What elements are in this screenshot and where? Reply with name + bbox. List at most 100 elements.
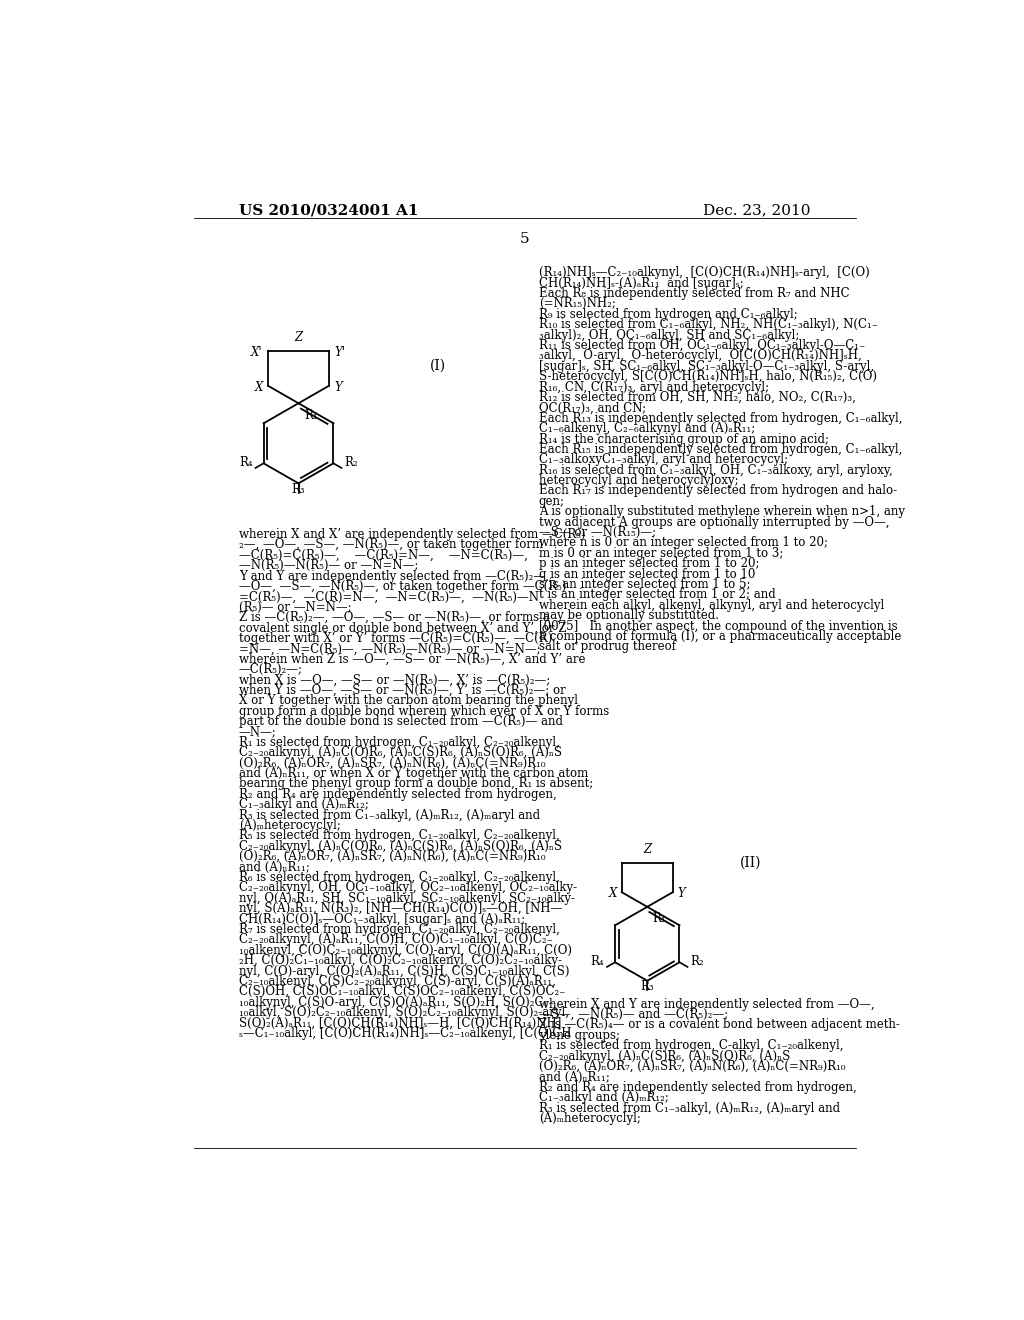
Text: —C(R₅)₂—;: —C(R₅)₂—; (239, 663, 303, 676)
Text: R₉ is selected from hydrogen and C₁₋₆alkyl;: R₉ is selected from hydrogen and C₁₋₆alk… (539, 308, 798, 321)
Text: ₁₀alkynyl, C(S)O-aryl, C(S)O(A)ₐR₁₁, S(O)₂H, S(O)₂C₁₋: ₁₀alkynyl, C(S)O-aryl, C(S)O(A)ₐR₁₁, S(O… (239, 995, 554, 1008)
Text: (II): (II) (740, 855, 762, 870)
Text: and (A)ₙR₁₁, or when X or Y together with the carbon atom: and (A)ₙR₁₁, or when X or Y together wit… (239, 767, 588, 780)
Text: C₁₋₃alkoxyC₁₋₃alkyl, aryl and heterocycyl;: C₁₋₃alkoxyC₁₋₃alkyl, aryl and heterocycy… (539, 453, 787, 466)
Text: together with X’ or Y’ forms —C(R₅)=C(R₅)—, —C(R): together with X’ or Y’ forms —C(R₅)=C(R₅… (239, 632, 552, 645)
Text: —C(R₅)=C(R₅)—,    —C(R₅)=N—,    —N=C(R₅)—,: —C(R₅)=C(R₅)—, —C(R₅)=N—, —N=C(R₅)—, (239, 549, 527, 562)
Text: X': X' (251, 346, 263, 359)
Text: CH(R₁₄)C(O)]ₛ—OC₁₋₃alkyl, [sugar]ₛ and (A)ₐR₁₁;: CH(R₁₄)C(O)]ₛ—OC₁₋₃alkyl, [sugar]ₛ and (… (239, 912, 525, 925)
Text: Dec. 23, 2010: Dec. 23, 2010 (703, 203, 811, 216)
Text: —S—, —N(R₅)— and —C(R₅)₂—;: —S—, —N(R₅)— and —C(R₅)₂—; (539, 1008, 728, 1022)
Text: R₁: R₁ (305, 409, 318, 422)
Text: R₃: R₃ (640, 979, 654, 993)
Text: (O)₂R₆, (A)ₙOR₇, (A)ₙSR₇, (A)ₙN(R₆), (A)ₙC(=NR₉)R₁₀: (O)₂R₆, (A)ₙOR₇, (A)ₙSR₇, (A)ₙN(R₆), (A)… (239, 756, 546, 770)
Text: two adjacent A groups are optionally interrupted by —O—,: two adjacent A groups are optionally int… (539, 516, 889, 529)
Text: nyl, C(O)-aryl, C(O)₂(A)ₐR₁₁, C(S)H, C(S)C₁₋₁₀alkyl, C(S): nyl, C(O)-aryl, C(O)₂(A)ₐR₁₁, C(S)H, C(S… (239, 965, 569, 978)
Text: q is an integer selected from 1 to 10: q is an integer selected from 1 to 10 (539, 568, 755, 581)
Text: part of the double bond is selected from —C(R₅)— and: part of the double bond is selected from… (239, 715, 563, 729)
Text: OC(R₁₇)₃, and CN;: OC(R₁₇)₃, and CN; (539, 401, 646, 414)
Text: =N—, —N=C(R₅)—, —N(R₅)—N(R₅)— or —N=N—;: =N—, —N=C(R₅)—, —N(R₅)—N(R₅)— or —N=N—; (239, 643, 541, 655)
Text: nyl, S(A)ₐR₁₁, N(R₃)₂, [NH—CH(R₁₄)C(O)]ₛ—OH, [NH—: nyl, S(A)ₐR₁₁, N(R₃)₂, [NH—CH(R₁₄)C(O)]ₛ… (239, 903, 562, 915)
Text: R₃ is selected from C₁₋₃alkyl, (A)ₘR₁₂, (A)ₘaryl and: R₃ is selected from C₁₋₃alkyl, (A)ₘR₁₂, … (239, 809, 540, 821)
Text: X or Y together with the carbon atom bearing the phenyl: X or Y together with the carbon atom bea… (239, 694, 578, 708)
Text: ₁₀alkenyl, C(O)C₂₋₁₀alkynyl, C(O)-aryl, C(O)(A)ₐR₁₁, C(O): ₁₀alkenyl, C(O)C₂₋₁₀alkynyl, C(O)-aryl, … (239, 944, 571, 957)
Text: (R₅)— or —N=N—;: (R₅)— or —N=N—; (239, 601, 351, 614)
Text: when Y is —O—, —S— or —N(R₅)—, Y’ is —C(R₅)₂—; or: when Y is —O—, —S— or —N(R₅)—, Y’ is —C(… (239, 684, 565, 697)
Text: salt or prodrug thereof: salt or prodrug thereof (539, 640, 676, 653)
Text: bearing the phenyl group form a double bond, R₁ is absent;: bearing the phenyl group form a double b… (239, 777, 593, 791)
Text: Y': Y' (334, 346, 345, 359)
Text: (A)ₘheterocyclyl;: (A)ₘheterocyclyl; (239, 818, 341, 832)
Text: S-heterocyclyl, S[C(O)CH(R₁₄)NH]ₛH, halo, N(R₁₅)₂, C(O): S-heterocyclyl, S[C(O)CH(R₁₄)NH]ₛH, halo… (539, 370, 877, 383)
Text: X: X (608, 887, 617, 900)
Text: C₂₋₂₀alkynyl, (A)ₐR₁₁, C(O)H, C(O)C₁₋₁₀alkyl, C(O)C₂₋: C₂₋₂₀alkynyl, (A)ₐR₁₁, C(O)H, C(O)C₁₋₁₀a… (239, 933, 553, 946)
Text: ₁₀alkyl, S(O)₂C₂₋₁₀alkenyl, S(O)₂C₂₋₁₀alkynyl, S(O)₂-aryl,: ₁₀alkyl, S(O)₂C₂₋₁₀alkenyl, S(O)₂C₂₋₁₀al… (239, 1006, 568, 1019)
Text: wherein X and X’ are independently selected from —C(R₅): wherein X and X’ are independently selec… (239, 528, 586, 541)
Text: [sugar]ₛ, SH, SC₁₋₆alkyl, SC₁₋₃alkyl-O—C₁₋₃alkyl, S-aryl,: [sugar]ₛ, SH, SC₁₋₆alkyl, SC₁₋₃alkyl-O—C… (539, 360, 873, 372)
Text: m is 0 or an integer selected from 1 to 3;: m is 0 or an integer selected from 1 to … (539, 546, 783, 560)
Text: R₁₄ is the characterising group of an amino acid;: R₁₄ is the characterising group of an am… (539, 433, 828, 446)
Text: ₃alkyl)₂, OH, OC₁₋₆alkyl, SH and SC₁₋₆alkyl;: ₃alkyl)₂, OH, OC₁₋₆alkyl, SH and SC₁₋₆al… (539, 329, 799, 342)
Text: (I): (I) (430, 359, 446, 372)
Text: R₃: R₃ (292, 483, 305, 496)
Text: R₂: R₂ (344, 457, 357, 470)
Text: R₁₆ is selected from C₁₋₃alkyl, OH, C₁₋₃alkoxy, aryl, aryloxy,: R₁₆ is selected from C₁₋₃alkyl, OH, C₁₋₃… (539, 463, 893, 477)
Text: —N(R₅)—N(R₅)— or —N=N—;: —N(R₅)—N(R₅)— or —N=N—; (239, 560, 418, 572)
Text: a compound of formula (I), or a pharmaceutically acceptable: a compound of formula (I), or a pharmace… (539, 630, 901, 643)
Text: (R₁₄)NH]ₛ—C₂₋₁₀alkynyl,  [C(O)CH(R₁₄)NH]ₛ-aryl,  [C(O): (R₁₄)NH]ₛ—C₂₋₁₀alkynyl, [C(O)CH(R₁₄)NH]ₛ… (539, 267, 869, 280)
Text: Z: Z (295, 330, 302, 343)
Text: Y and Y are independently selected from —C(R₅)₂—,: Y and Y are independently selected from … (239, 570, 549, 582)
Text: S(O)₂(A)ₐR₁₁, [C(O)CH(R₁₄)NH]ₛ—H, [C(O)CH(R₁₄)NH]: S(O)₂(A)ₐR₁₁, [C(O)CH(R₁₄)NH]ₛ—H, [C(O)C… (239, 1016, 561, 1030)
Text: heterocyclyl and heterocyclyloxy;: heterocyclyl and heterocyclyloxy; (539, 474, 738, 487)
Text: may be optionally substituted.: may be optionally substituted. (539, 610, 719, 622)
Text: s is an integer selected from 1 to 5;: s is an integer selected from 1 to 5; (539, 578, 751, 591)
Text: (O)₂R₆, (A)ₙOR₇, (A)ₙSR₇, (A)ₙN(R₆), (A)ₙC(=NR₉)R₁₀: (O)₂R₆, (A)ₙOR₇, (A)ₙSR₇, (A)ₙN(R₆), (A)… (239, 850, 546, 863)
Text: C₂₋₂₀alkynyl, (A)ₙC(O)R₆, (A)ₙC(S)R₆, (A)ₙS(O)R₆, (A)ₙS: C₂₋₂₀alkynyl, (A)ₙC(O)R₆, (A)ₙC(S)R₆, (A… (239, 746, 562, 759)
Text: R₆ is selected from hydrogen, C₁₋₂₀alkyl, C₂₋₂₀alkenyl,: R₆ is selected from hydrogen, C₁₋₂₀alkyl… (239, 871, 560, 884)
Text: ₂H, C(O)₂C₁₋₁₀alkyl, C(O)₂C₂₋₁₀alkenyl, C(O)₂C₂₋₁₀alky-: ₂H, C(O)₂C₁₋₁₀alkyl, C(O)₂C₂₋₁₀alkenyl, … (239, 954, 562, 968)
Text: R₄: R₄ (240, 457, 253, 470)
Text: ylene groups;: ylene groups; (539, 1028, 620, 1041)
Text: C₁₋₃alkyl and (A)ₘR₁₂;: C₁₋₃alkyl and (A)ₘR₁₂; (539, 1092, 669, 1105)
Text: R₁: R₁ (652, 912, 667, 925)
Text: where n is 0 or an integer selected from 1 to 20;: where n is 0 or an integer selected from… (539, 536, 827, 549)
Text: —N—;: —N—; (239, 726, 276, 738)
Text: C(S)OH, C(S)OC₁₋₁₀alkyl, C(S)OC₂₋₁₀alkenyl, C(S)OC₂₋: C(S)OH, C(S)OC₁₋₁₀alkyl, C(S)OC₂₋₁₀alken… (239, 985, 565, 998)
Text: R₁ is selected from hydrogen, C-alkyl, C₁₋₂₀alkenyl,: R₁ is selected from hydrogen, C-alkyl, C… (539, 1039, 843, 1052)
Text: ₂—, —O—, —S—, —N(R₅)—, or taken together form: ₂—, —O—, —S—, —N(R₅)—, or taken together… (239, 539, 543, 552)
Text: R₁₁ is selected from OH, OC₁₋₆alkyl, OC₁₋₃alkyl-O—C₁₋: R₁₁ is selected from OH, OC₁₋₆alkyl, OC₁… (539, 339, 865, 352)
Text: C₂₋₂₀alkynyl, (A)ₙC(O)R₆, (A)ₙC(S)R₆, (A)ₙS(O)R₆, (A)ₙS: C₂₋₂₀alkynyl, (A)ₙC(O)R₆, (A)ₙC(S)R₆, (A… (239, 840, 562, 853)
Text: gen;: gen; (539, 495, 565, 508)
Text: R₄: R₄ (591, 956, 604, 969)
Text: and (A)ₙR₁₁;: and (A)ₙR₁₁; (239, 861, 309, 874)
Text: Z: Z (643, 843, 651, 855)
Text: R₃ is selected from C₁₋₃alkyl, (A)ₘR₁₂, (A)ₘaryl and: R₃ is selected from C₁₋₃alkyl, (A)ₘR₁₂, … (539, 1102, 840, 1114)
Text: C₂₋₂₀alkynyl, OH, OC₁₋₁₀alkyl, OC₂₋₁₀alkenyl, OC₂₋₁₀alky-: C₂₋₂₀alkynyl, OH, OC₁₋₁₀alkyl, OC₂₋₁₀alk… (239, 882, 577, 895)
Text: (O)₂R₆, (A)ₙOR₇, (A)ₙSR₇, (A)ₙN(R₆), (A)ₙC(=NR₉)R₁₀: (O)₂R₆, (A)ₙOR₇, (A)ₙSR₇, (A)ₙN(R₆), (A)… (539, 1060, 845, 1073)
Text: R₂: R₂ (690, 956, 703, 969)
Text: when X is —O—, —S— or —N(R₅)—, X’ is —C(R₅)₂—;: when X is —O—, —S— or —N(R₅)—, X’ is —C(… (239, 673, 550, 686)
Text: (=NR₁₅)NH₂;: (=NR₁₅)NH₂; (539, 297, 615, 310)
Text: nyl, O(A)ₐR₁₁, SH, SC₁₋₁₀alkyl, SC₂₋₁₀alkenyl, SC₂₋₁₀alky-: nyl, O(A)ₐR₁₁, SH, SC₁₋₁₀alkyl, SC₂₋₁₀al… (239, 892, 574, 904)
Text: Z is —C(R₅)₂—, —O—, —S— or —N(R₅)—, or forms a: Z is —C(R₅)₂—, —O—, —S— or —N(R₅)—, or f… (239, 611, 550, 624)
Text: C₁₋₆alkenyl, C₂₋₆alkynyl and (A)ₐR₁₁;: C₁₋₆alkenyl, C₂₋₆alkynyl and (A)ₐR₁₁; (539, 422, 755, 436)
Text: R₁₂ is selected from OH, SH, NH₂, halo, NO₂, C(R₁₇)₃,: R₁₂ is selected from OH, SH, NH₂, halo, … (539, 391, 856, 404)
Text: 5: 5 (520, 231, 529, 246)
Text: R₇ is selected from hydrogen, C₁₋₂₀alkyl, C₂₋₂₀alkenyl,: R₇ is selected from hydrogen, C₁₋₂₀alkyl… (239, 923, 560, 936)
Text: ₃alkyl,  O-aryl,  O-heterocyclyl,  O[C(O)CH(R₁₄)NH]ₛH,: ₃alkyl, O-aryl, O-heterocyclyl, O[C(O)CH… (539, 350, 861, 363)
Text: A is optionally substituted methylene wherein when n>1, any: A is optionally substituted methylene wh… (539, 506, 905, 519)
Text: covalent single or double bond between X’ and Y’, or Z: covalent single or double bond between X… (239, 622, 566, 635)
Text: R₁₀ is selected from C₁₋₆alkyl, NH₂, NH(C₁₋₃alkyl), N(C₁₋: R₁₀ is selected from C₁₋₆alkyl, NH₂, NH(… (539, 318, 878, 331)
Text: C₂₋₂₀alkynyl, (A)ₙC(S)R₆, (A)ₙS(O)R₆, (A)ₙS: C₂₋₂₀alkynyl, (A)ₙC(S)R₆, (A)ₙS(O)R₆, (A… (539, 1049, 790, 1063)
Text: ₛ—C₁₋₁₀alkyl, [C(O)CH(R₁₄)NH]ₛ—C₂₋₁₀alkenyl, [C(O)CH: ₛ—C₁₋₁₀alkyl, [C(O)CH(R₁₄)NH]ₛ—C₂₋₁₀alke… (239, 1027, 571, 1040)
Text: Each R₁₇ is independently selected from hydrogen and halo-: Each R₁₇ is independently selected from … (539, 484, 897, 498)
Text: US 2010/0324001 A1: US 2010/0324001 A1 (239, 203, 419, 216)
Text: (A)ₘheterocyclyl;: (A)ₘheterocyclyl; (539, 1111, 641, 1125)
Text: and (A)ₙR₁₁;: and (A)ₙR₁₁; (539, 1071, 609, 1084)
Text: R₁₆, CN, C(R₁₇)₃, aryl and heterocyclyl;: R₁₆, CN, C(R₁₇)₃, aryl and heterocyclyl; (539, 380, 769, 393)
Text: —O—, —S—, —N(R₅)—, or taken together form —C(R₅): —O—, —S—, —N(R₅)—, or taken together for… (239, 579, 566, 593)
Text: Z is —C(R₅)₄— or is a covalent bond between adjacent meth-: Z is —C(R₅)₄— or is a covalent bond betw… (539, 1019, 900, 1031)
Text: =C(R₅)—,  —C(R)=N—,  —N=C(R₅)—,  —N(R₅)—N: =C(R₅)—, —C(R)=N—, —N=C(R₅)—, —N(R₅)—N (239, 590, 539, 603)
Text: C₁₋₃alkyl and (A)ₘR₁₂;: C₁₋₃alkyl and (A)ₘR₁₂; (239, 799, 369, 812)
Text: Each R₈ is independently selected from R₇ and NHC: Each R₈ is independently selected from R… (539, 286, 849, 300)
